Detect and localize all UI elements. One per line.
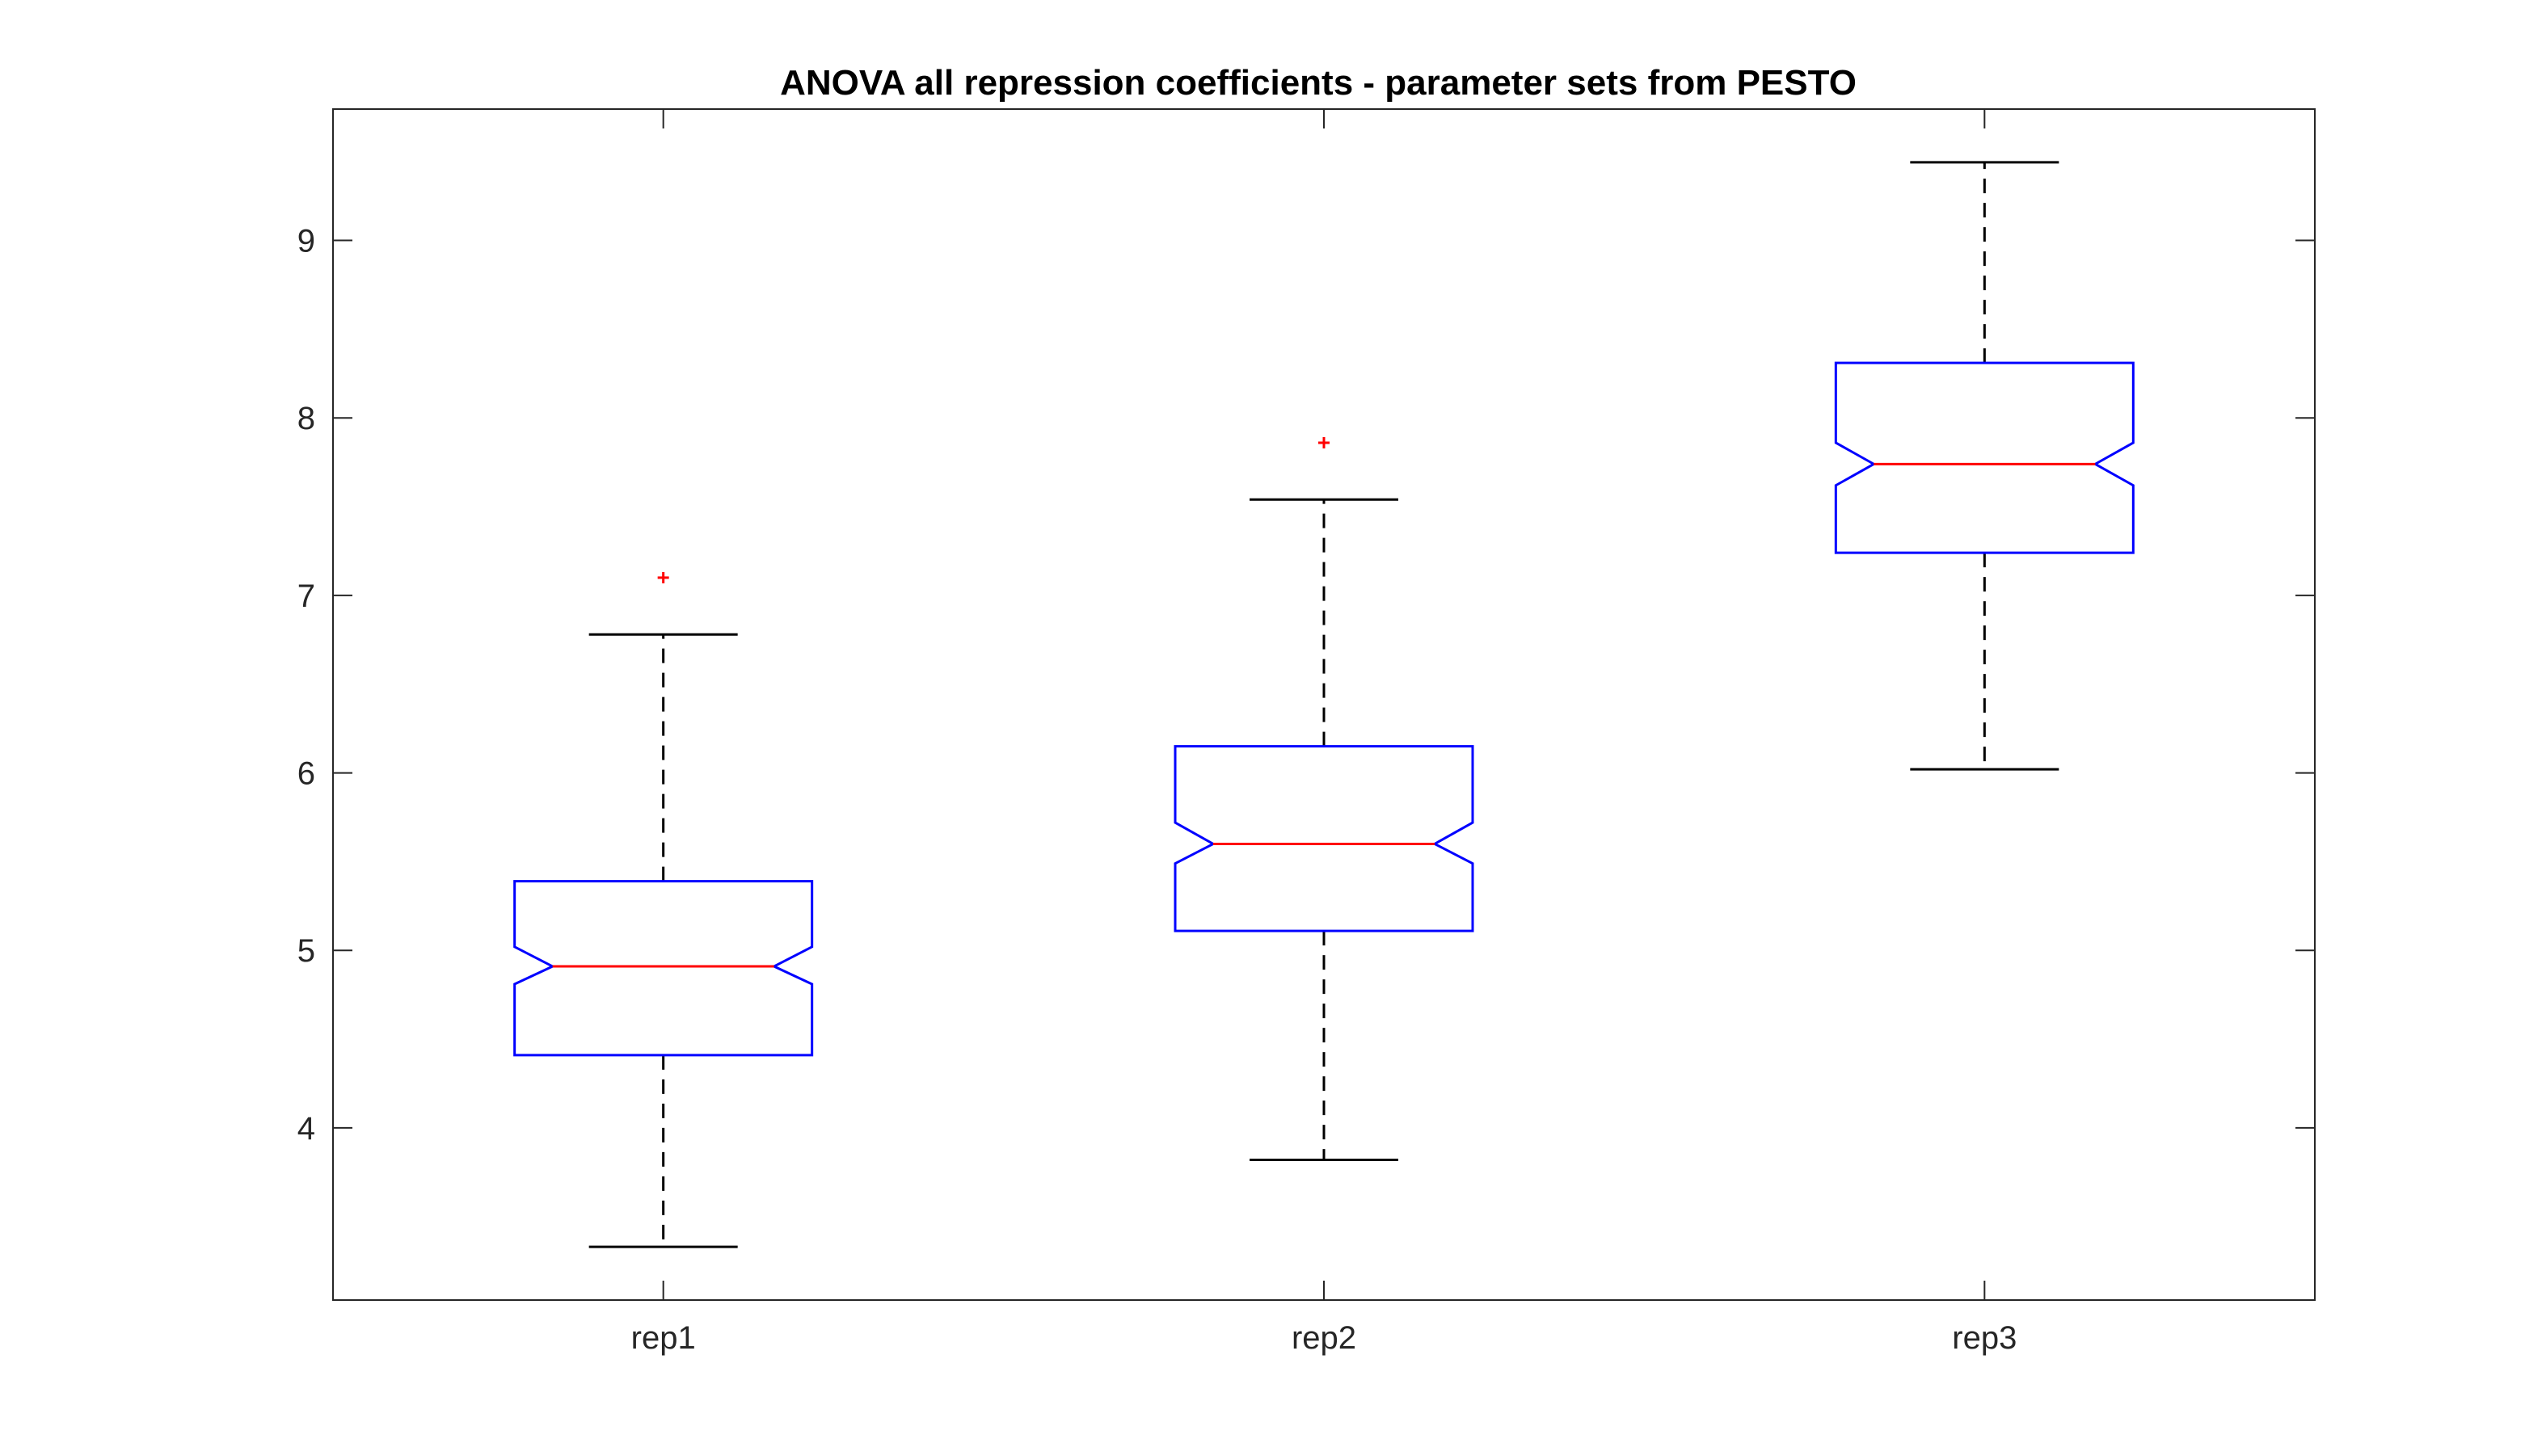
outlier-marker [1318, 436, 1330, 448]
x-tick-label: rep1 [631, 1320, 696, 1356]
y-tick-label: 5 [297, 933, 315, 969]
x-tick-label: rep2 [1292, 1320, 1356, 1356]
y-tick-label: 9 [297, 224, 315, 259]
box-group-rep2 [1174, 436, 1474, 1161]
box-group-rep3 [1834, 161, 2135, 771]
notched-box [1174, 745, 1474, 932]
box-group-rep1 [513, 571, 814, 1248]
y-tick-label: 6 [297, 756, 315, 792]
y-tick-label: 7 [297, 579, 315, 614]
y-tick-label: 8 [297, 401, 315, 436]
x-tick-label: rep3 [1952, 1320, 2017, 1356]
chart-title: ANOVA all repression coefficients - para… [780, 63, 1857, 103]
boxes-layer [513, 161, 2135, 1248]
axes-layer: 4 5 6 7 8 9 rep1 rep2 rep3 [297, 109, 2315, 1356]
notched-box [1834, 361, 2135, 554]
notched-box [513, 880, 814, 1057]
outlier-marker [657, 571, 669, 583]
y-tick-label: 4 [297, 1111, 315, 1147]
plot-area [332, 108, 2316, 1301]
